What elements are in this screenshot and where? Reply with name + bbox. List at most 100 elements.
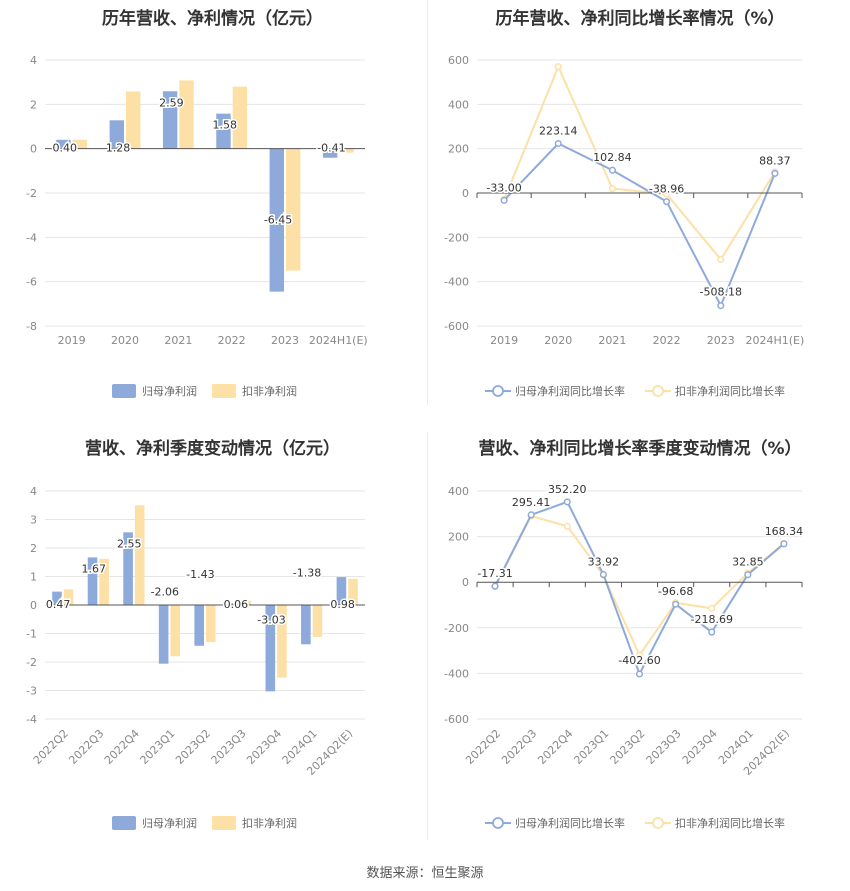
x-tick-label: 2019 [490, 334, 518, 347]
bar [336, 577, 347, 605]
legend-label: 归母净利润 [142, 384, 197, 398]
bar [170, 605, 181, 657]
y-tick-label: -3 [26, 685, 37, 698]
legend-label: 扣非净利润同比增长率 [675, 384, 785, 398]
x-tick-label: 2023Q3 [644, 727, 684, 767]
legend-label: 归母净利润同比增长率 [515, 384, 625, 398]
data-point [744, 571, 752, 579]
chart-title: 营收、净利同比增长率季度变动情况（%） [478, 439, 802, 459]
data-point [491, 582, 499, 590]
y-tick-label: 3 [30, 514, 37, 527]
x-tick-label: 2023Q1 [571, 727, 611, 767]
data-label: 33.92 [588, 555, 620, 568]
data-label: -402.60 [618, 654, 660, 667]
data-point [563, 498, 571, 506]
x-tick-label: 2022Q4 [102, 727, 142, 767]
y-tick-label: 4 [30, 54, 37, 67]
data-label: 0.40 [52, 142, 77, 155]
y-tick-label: -600 [444, 713, 469, 726]
x-tick-label: 2022Q2 [31, 727, 71, 767]
y-tick-label: -1 [26, 628, 37, 641]
data-label: -38.96 [649, 183, 684, 196]
y-tick-label: -4 [26, 713, 37, 726]
legend-label: 扣非净利润 [242, 384, 297, 398]
x-tick-label: 2022Q2 [463, 727, 503, 767]
y-tick-label: 4 [30, 485, 37, 498]
y-tick-label: -2 [26, 187, 37, 200]
x-tick-label: 2023 [707, 334, 735, 347]
bar [56, 139, 71, 149]
data-point [635, 670, 644, 678]
y-tick-label: 0 [30, 143, 37, 156]
chart-panel-annual-profit: 历年营收、净利情况（亿元） 4 2 0 -2 -4 -6 -8 2019 2020 2021 202… [0, 0, 425, 410]
data-point [563, 522, 571, 530]
y-tick-label: -4 [26, 231, 37, 244]
legend-swatch [112, 816, 136, 830]
data-label: 2.55 [117, 537, 142, 550]
bar [241, 600, 252, 605]
data-point [771, 169, 779, 177]
y-tick-label: -400 [444, 276, 469, 289]
data-label: 295.41 [512, 496, 551, 509]
data-point [672, 600, 680, 608]
y-tick-label: 2 [30, 542, 37, 555]
x-tick-label: 2022Q4 [535, 727, 575, 767]
legend-label: 归母净利润 [142, 816, 197, 830]
data-point [608, 185, 616, 193]
y-tick-label: 600 [448, 54, 469, 67]
x-tick-label: 2021 [598, 334, 626, 347]
y-tick-label: 200 [448, 531, 469, 544]
chart-title: 历年营收、净利情况（亿元） [102, 9, 323, 29]
bar [194, 605, 204, 646]
x-tick-label: 2023Q3 [209, 727, 249, 767]
legend-marker [492, 817, 504, 829]
x-tick-label: 2023Q4 [244, 727, 284, 767]
panel-divider-top [427, 0, 428, 405]
data-label: -6.45 [264, 214, 292, 227]
series-line [503, 142, 776, 308]
bar [286, 148, 301, 271]
legend-label: 扣非净利润 [242, 816, 297, 830]
x-tick-label: 2021 [164, 334, 192, 347]
data-point [500, 196, 508, 204]
x-tick-label: 2020 [111, 334, 139, 347]
x-tick-label: 2023Q1 [138, 727, 178, 767]
chart-quarterly-growth: 4002000-200-400-6002022Q22022Q32022Q4202… [444, 481, 805, 830]
data-label: -1.43 [186, 568, 214, 581]
x-tick-label: 2024H1(E) [746, 334, 805, 347]
data-point [663, 198, 671, 206]
y-tick-label: 2 [30, 98, 37, 111]
chart-panel-annual-growth: 历年营收、净利同比增长率情况（%） 600 400 200 0 -200 -400 -600… [430, 0, 850, 410]
bar [277, 605, 287, 678]
data-label: -1.38 [293, 566, 321, 579]
bar [206, 605, 216, 643]
legend-swatch [112, 384, 136, 398]
x-tick-label: 2019 [58, 334, 86, 347]
data-point [527, 511, 535, 519]
data-label: 168.34 [765, 525, 804, 538]
data-label: 352.20 [548, 483, 587, 496]
x-tick-label: 2022 [218, 334, 246, 347]
data-label: 32.85 [732, 556, 764, 569]
legend-marker [652, 385, 664, 397]
legend-swatch [212, 384, 236, 398]
bar [339, 148, 354, 153]
y-tick-label: 400 [448, 98, 469, 111]
data-label: -2.06 [151, 586, 179, 599]
bar [63, 589, 74, 605]
data-label: 0.47 [46, 598, 71, 611]
x-tick-label: 2022Q3 [499, 727, 539, 767]
data-point [717, 255, 725, 264]
y-tick-label: -2 [26, 656, 37, 669]
data-source-note: 数据来源：恒生聚源 [366, 866, 484, 881]
data-label: 1.58 [212, 119, 237, 132]
bar [123, 532, 133, 605]
y-tick-label: -200 [444, 231, 469, 244]
y-tick-label: 0 [462, 576, 469, 589]
panel-divider-bottom [427, 432, 428, 840]
y-tick-label: 0 [30, 599, 37, 612]
y-tick-label: 200 [448, 143, 469, 156]
chart-title: 营收、净利季度变动情况（亿元） [85, 439, 340, 459]
bar [126, 91, 141, 149]
data-point [780, 540, 788, 548]
